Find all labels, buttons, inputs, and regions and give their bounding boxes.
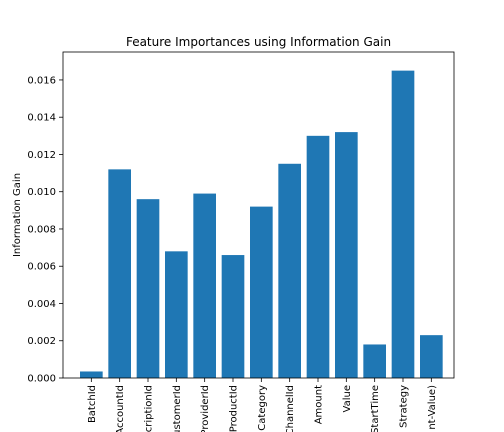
bar-batchid — [80, 371, 103, 378]
bar-value — [335, 132, 358, 378]
bar-fraudresult-amount-value- — [420, 335, 443, 378]
y-tick-label: 0.016 — [27, 75, 56, 86]
bar-productcategory — [250, 206, 273, 378]
bar-channelid — [278, 163, 301, 378]
x-tick-label: Value — [342, 385, 353, 412]
x-tick-label: nt-Value) — [427, 385, 438, 430]
x-tick-label: BatchId — [87, 385, 98, 423]
x-tick-label: ProviderId — [200, 385, 211, 432]
x-tick-label: ChannelId — [285, 385, 296, 432]
y-axis-label: Information Gain — [12, 173, 23, 257]
bar-productid — [221, 255, 245, 378]
x-tick-label: scriptionId — [144, 385, 155, 432]
y-tick-label: 0.010 — [27, 187, 56, 198]
x-tick-label: Amount — [314, 385, 325, 424]
bars-layer — [80, 70, 443, 378]
bar-providerid — [193, 193, 216, 378]
x-tick-label: ProductId — [229, 385, 240, 432]
bar-amount — [306, 135, 330, 378]
x-tick-label: AccountId — [115, 385, 126, 432]
axes-layer — [62, 51, 455, 379]
bar-accountid — [108, 169, 131, 378]
y-tick-label: 0.002 — [27, 336, 56, 347]
x-tick-label: StartTime — [370, 385, 381, 432]
y-tick-label: 0.012 — [27, 150, 56, 161]
bar-transactionstarttime — [363, 344, 386, 378]
y-tick-label: 0.000 — [27, 374, 56, 385]
bar-customerid — [165, 251, 188, 378]
x-ticks-layer: BatchId AccountId scriptionId ustomerId Prov… — [87, 378, 438, 432]
y-tick-label: 0.008 — [27, 224, 56, 235]
y-tick-label: 0.014 — [27, 113, 56, 124]
y-ticks-layer: 0.000 0.002 0.004 0.006 0.008 0.010 0.012 0.014… — [27, 75, 63, 385]
plot-frame — [62, 51, 455, 379]
x-tick-label: Category — [257, 385, 268, 431]
y-tick-label: 0.006 — [27, 262, 56, 273]
x-tick-label: ustomerId — [172, 385, 183, 432]
y-tick-label: 0.004 — [27, 299, 56, 310]
x-tick-label: Strategy — [399, 385, 410, 428]
bar-pricingstrategy — [391, 70, 415, 378]
bar-subscriptionid — [136, 199, 160, 378]
chart-title: Feature Importances using Information Ga… — [126, 35, 391, 49]
